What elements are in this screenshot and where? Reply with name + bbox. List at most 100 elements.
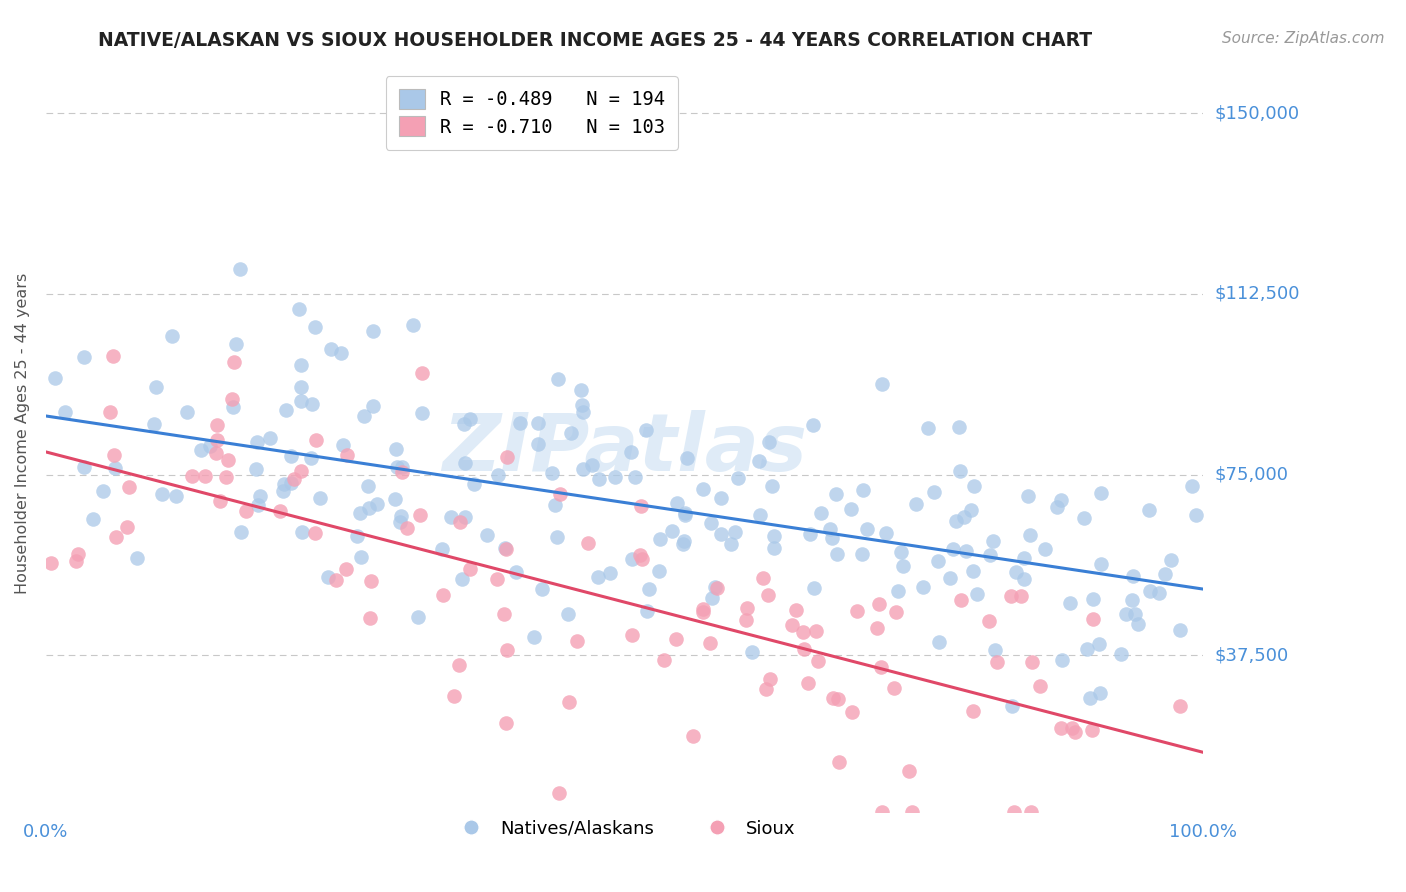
Point xyxy=(952,510,974,524)
Point xyxy=(673,508,696,523)
Point xyxy=(1122,569,1144,583)
Point xyxy=(1147,585,1170,599)
Point xyxy=(495,541,517,556)
Point xyxy=(866,621,889,635)
Point xyxy=(225,337,247,351)
Point xyxy=(385,459,408,474)
Point xyxy=(229,261,252,276)
Point xyxy=(875,525,897,540)
Point xyxy=(335,562,357,576)
Point xyxy=(1021,655,1043,669)
Point xyxy=(828,756,851,770)
Text: $75,000: $75,000 xyxy=(1215,466,1288,483)
Point xyxy=(447,657,470,672)
Point xyxy=(900,805,922,820)
Point xyxy=(820,522,842,536)
Point xyxy=(271,483,294,498)
Point xyxy=(1123,607,1146,621)
Point xyxy=(692,602,714,616)
Point xyxy=(821,531,844,545)
Point xyxy=(959,503,981,517)
Point xyxy=(581,458,603,472)
Point xyxy=(1090,557,1112,571)
Point xyxy=(666,496,689,510)
Point xyxy=(1168,623,1191,637)
Point xyxy=(450,572,472,586)
Point xyxy=(363,399,385,413)
Point xyxy=(118,480,141,494)
Point xyxy=(411,366,433,380)
Point xyxy=(599,566,621,580)
Point xyxy=(527,416,550,430)
Point xyxy=(955,544,977,558)
Point xyxy=(1046,500,1069,514)
Point xyxy=(868,597,890,611)
Point xyxy=(485,573,508,587)
Point xyxy=(578,536,600,550)
Point xyxy=(692,605,714,619)
Text: $37,500: $37,500 xyxy=(1215,647,1288,665)
Point xyxy=(1062,721,1084,735)
Point xyxy=(546,530,568,544)
Point xyxy=(198,440,221,454)
Text: $150,000: $150,000 xyxy=(1215,104,1299,122)
Text: NATIVE/ALASKAN VS SIOUX HOUSEHOLDER INCOME AGES 25 - 44 YEARS CORRELATION CHART: NATIVE/ALASKAN VS SIOUX HOUSEHOLDER INCO… xyxy=(98,31,1092,50)
Point xyxy=(792,625,814,640)
Point xyxy=(631,552,654,566)
Point xyxy=(325,574,347,588)
Point xyxy=(1115,607,1137,621)
Point xyxy=(274,403,297,417)
Point xyxy=(548,486,571,500)
Point xyxy=(548,786,571,800)
Point xyxy=(103,448,125,462)
Point xyxy=(749,508,772,523)
Point xyxy=(586,570,609,584)
Point xyxy=(101,349,124,363)
Point xyxy=(319,342,342,356)
Point xyxy=(359,611,381,625)
Point xyxy=(810,506,832,520)
Point xyxy=(1109,647,1132,661)
Point xyxy=(588,472,610,486)
Point xyxy=(91,483,114,498)
Point xyxy=(706,582,728,596)
Point xyxy=(204,446,226,460)
Point xyxy=(699,516,721,531)
Point xyxy=(572,462,595,476)
Point xyxy=(851,547,873,561)
Point xyxy=(724,525,747,540)
Point xyxy=(963,479,986,493)
Point xyxy=(301,397,323,411)
Point xyxy=(855,522,877,536)
Point xyxy=(1139,584,1161,599)
Point xyxy=(391,466,413,480)
Point xyxy=(1121,592,1143,607)
Point xyxy=(741,645,763,659)
Point xyxy=(928,634,950,648)
Point xyxy=(222,401,245,415)
Point xyxy=(1012,550,1035,565)
Point xyxy=(505,565,527,579)
Point xyxy=(710,491,733,505)
Point xyxy=(758,434,780,449)
Point xyxy=(1090,486,1112,500)
Point xyxy=(176,405,198,419)
Point xyxy=(1035,542,1057,557)
Point xyxy=(65,554,87,568)
Point xyxy=(350,549,373,564)
Point xyxy=(942,542,965,557)
Point xyxy=(1088,686,1111,700)
Point xyxy=(346,529,368,543)
Point xyxy=(205,433,228,447)
Point xyxy=(66,547,89,561)
Point xyxy=(360,574,382,588)
Point xyxy=(165,489,187,503)
Point xyxy=(496,450,519,464)
Point xyxy=(458,412,481,426)
Point xyxy=(945,515,967,529)
Point xyxy=(509,416,531,430)
Point xyxy=(948,420,970,434)
Point xyxy=(246,434,269,449)
Point xyxy=(673,506,696,520)
Point xyxy=(884,606,907,620)
